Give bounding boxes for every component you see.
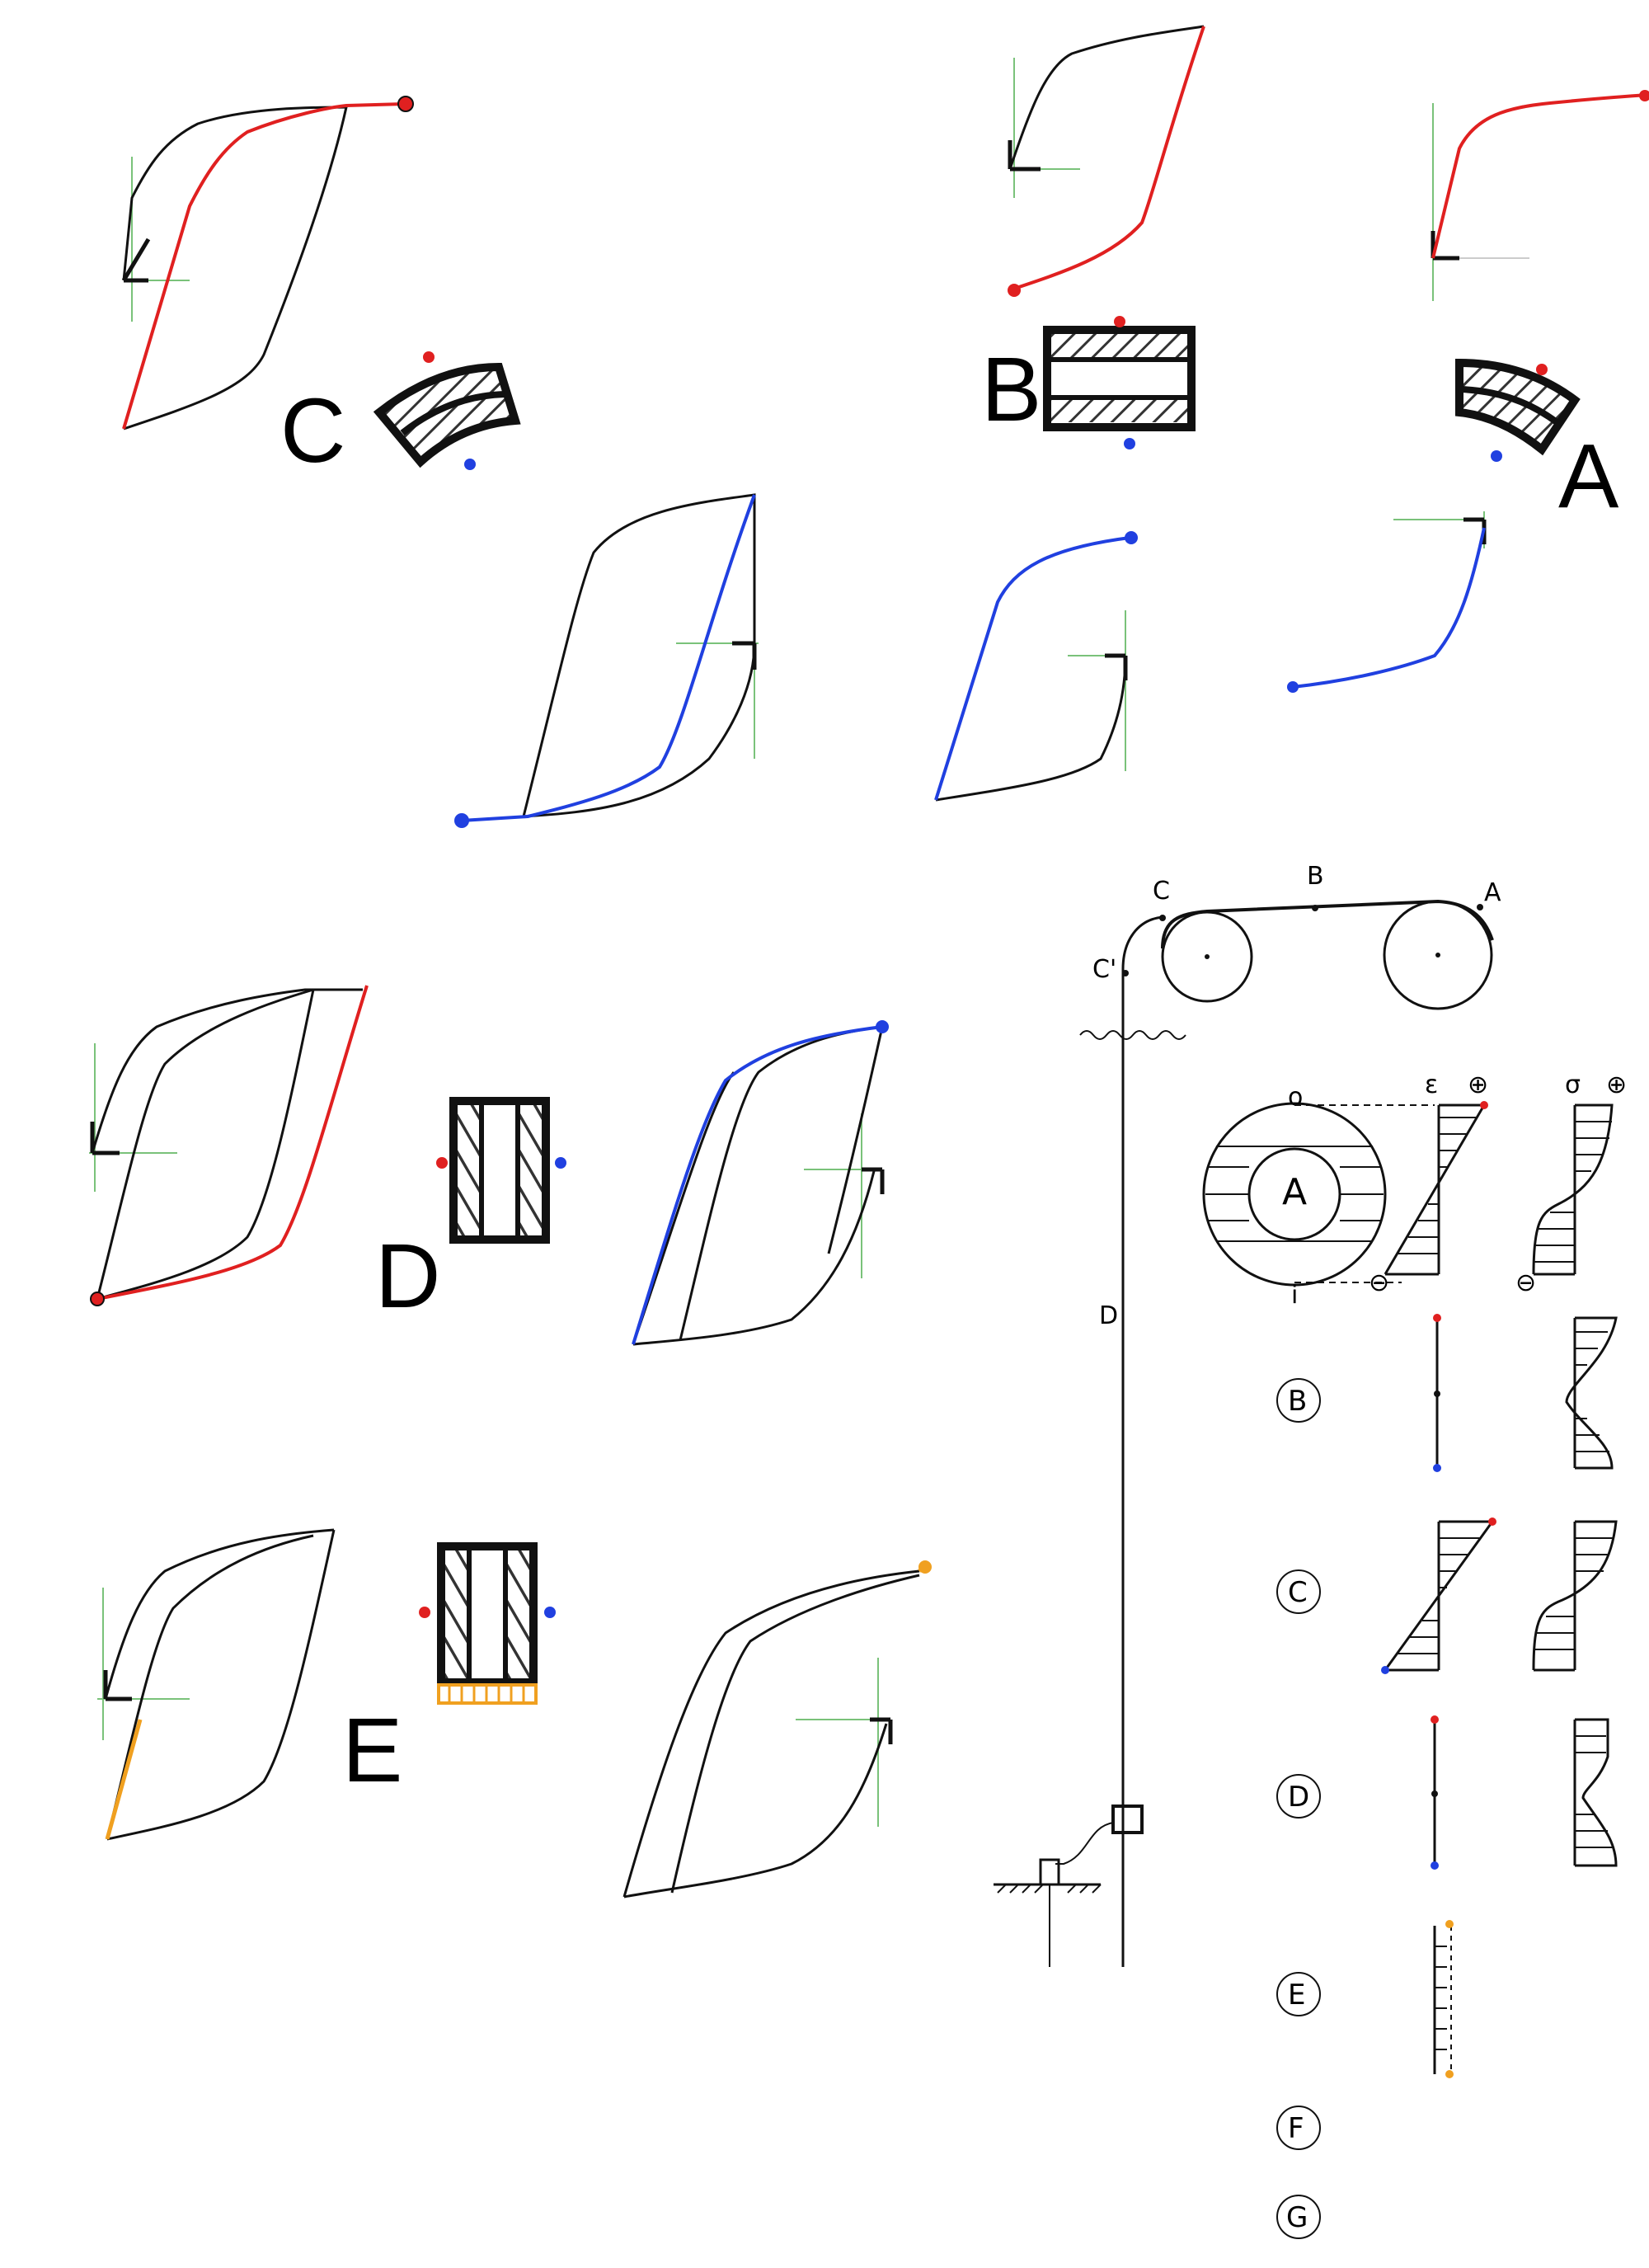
belt-top xyxy=(1161,899,1494,949)
point-label-b: B xyxy=(1307,862,1324,891)
hysteresis-loop-c: C xyxy=(121,96,414,482)
section-label-a: A xyxy=(1558,426,1619,527)
hysteresis-loop-e-right xyxy=(622,1560,932,1899)
hysteresis-loop-d-left xyxy=(89,985,369,1306)
curve-a-red xyxy=(1431,90,1649,301)
loading-path-red xyxy=(122,102,405,430)
section-label-e: E xyxy=(342,1700,402,1801)
rect-section-d: D xyxy=(375,1097,566,1327)
row-label-d: D xyxy=(1288,1781,1309,1814)
top-marker: o xyxy=(1288,1083,1303,1112)
strain-plus: ⊕ xyxy=(1468,1070,1488,1099)
strand-label-d: D xyxy=(1099,1301,1118,1330)
stress-minus: ⊖ xyxy=(1515,1268,1536,1297)
row-f: F xyxy=(1276,2106,1321,2150)
curve-blue-3 xyxy=(1287,511,1487,693)
strain-minus: ⊖ xyxy=(1369,1268,1389,1297)
row-d: D xyxy=(1276,1715,1618,1870)
marker-blue xyxy=(464,459,476,470)
hysteresis-loop-blue-1 xyxy=(454,493,759,828)
row-label-g: G xyxy=(1286,2201,1308,2234)
point-label-c-prime: C' xyxy=(1092,955,1116,984)
row-label-b: B xyxy=(1288,1385,1307,1418)
row-c: C xyxy=(1276,1517,1618,1674)
stress-plus: ⊕ xyxy=(1606,1070,1627,1099)
section-label-d: D xyxy=(375,1226,440,1327)
strain-diagram: ε ⊕ ⊖ xyxy=(1369,1070,1488,1297)
row-label-e: E xyxy=(1288,1979,1305,2012)
row-label-f: F xyxy=(1288,2112,1304,2145)
center-label-a: A xyxy=(1282,1171,1307,1213)
row-label-c: C xyxy=(1288,1576,1308,1609)
stress-diagram: σ ⊕ ⊖ xyxy=(1515,1070,1627,1297)
cross-section-a: A o i xyxy=(1202,1083,1435,1310)
strain-symbol: ε xyxy=(1425,1070,1438,1099)
curved-section-a: A xyxy=(1455,358,1619,527)
hysteresis-loop-d-right xyxy=(632,1020,889,1346)
weight-block xyxy=(1111,1805,1144,1834)
hysteresis-loop-b xyxy=(1008,25,1205,297)
loop-outline xyxy=(122,106,348,431)
end-point-red xyxy=(397,96,414,112)
row-g: G xyxy=(1276,2195,1321,2239)
hysteresis-loop-e-left xyxy=(97,1528,336,1841)
point-label-c: C xyxy=(1153,877,1170,906)
rect-section-e: E xyxy=(342,1542,556,1801)
load-arrow xyxy=(121,238,151,283)
row-e: E xyxy=(1276,1920,1454,2078)
point-label-a: A xyxy=(1484,878,1501,907)
marker-red xyxy=(423,351,435,363)
stress-symbol: σ xyxy=(1565,1070,1581,1099)
row-b: B xyxy=(1276,1314,1618,1472)
hysteresis-loop-blue-2 xyxy=(934,531,1138,802)
section-label-c: C xyxy=(280,380,345,482)
curved-section-c xyxy=(373,351,521,470)
rect-section-b: B xyxy=(981,316,1196,449)
section-label-b: B xyxy=(981,339,1041,440)
belt-pulley-diagram: C B A C' D xyxy=(994,862,1501,1967)
bottom-marker: i xyxy=(1291,1281,1298,1310)
